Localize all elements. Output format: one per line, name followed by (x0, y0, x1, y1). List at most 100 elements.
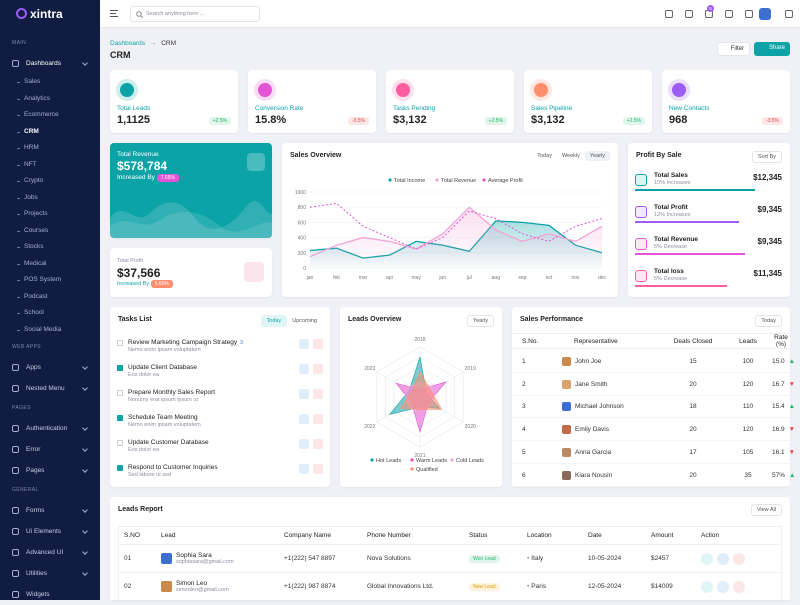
search-box[interactable]: Search anything here ... (130, 6, 260, 22)
profit-note: Increased By 5.65% (117, 280, 173, 288)
nav-subitem[interactable]: Medical (0, 256, 100, 273)
tab[interactable]: Today (260, 315, 288, 327)
nav-subitem[interactable]: Sales (0, 74, 100, 91)
breadcrumb-link[interactable]: Dashboards (110, 40, 146, 47)
item-icon (635, 174, 647, 186)
delete-button[interactable] (313, 414, 323, 424)
radar-series (399, 371, 443, 410)
nav-item[interactable]: Utilities (0, 563, 100, 584)
brand: xintra (30, 7, 63, 21)
trend-arrow: ▼ (788, 380, 796, 388)
header-icon[interactable] (665, 10, 673, 18)
edit-button[interactable] (299, 439, 309, 449)
nav-subitem[interactable]: Projects (0, 206, 100, 223)
header-icon[interactable] (685, 10, 693, 18)
header-icon[interactable] (725, 10, 733, 18)
cell-rate: 15.4 ▲ (772, 403, 795, 410)
item-name: Total Sales (654, 172, 688, 179)
header-icon[interactable] (745, 10, 753, 18)
delete-button[interactable] (313, 389, 323, 399)
breadcrumb-current: CRM (161, 40, 176, 47)
rate: 16.1 (772, 448, 785, 456)
task-checkbox[interactable] (117, 415, 123, 421)
table-row: 1 John Joe 15 100 15.0 ▲ (512, 351, 795, 373)
header-icon[interactable] (785, 10, 793, 18)
task-checkbox[interactable] (117, 365, 123, 371)
table-header: S.No. Representative Deals Closed Leads Rate… (512, 333, 790, 349)
select[interactable]: Yearly (466, 315, 494, 327)
column-header: Amount (651, 532, 674, 539)
edit-button[interactable] (299, 364, 309, 374)
share-label: Share (768, 45, 785, 51)
nav-item[interactable]: Dashboards (0, 53, 100, 74)
action-button[interactable] (701, 580, 713, 593)
nav-item[interactable]: Forms (0, 500, 100, 521)
nav-item[interactable]: Apps (0, 357, 100, 378)
nav-subitem[interactable]: Social Media (0, 322, 100, 339)
profit-badge: 5.65% (150, 280, 173, 288)
nav-item[interactable]: Advanced UI (0, 542, 100, 563)
edit-button[interactable] (299, 414, 309, 424)
tabs: Today Weekly Yearly (532, 151, 610, 161)
cell-actions (701, 552, 781, 565)
cell-company: Global Innovations Ltd. (367, 583, 434, 590)
tab[interactable]: Yearly (584, 151, 610, 161)
nav-subitem[interactable]: Analytics (0, 91, 100, 108)
nav-item[interactable]: Error (0, 439, 100, 460)
task-checkbox[interactable] (117, 390, 123, 396)
legend-label: Qualified (416, 467, 438, 473)
nav-subitem[interactable]: NFT (0, 157, 100, 174)
view-all-button[interactable]: View All (750, 504, 782, 516)
action-button[interactable] (733, 580, 745, 593)
task-sub: Sed labore ut sed (128, 472, 172, 478)
tab[interactable]: Upcoming (287, 316, 322, 326)
leads-overview-card: Leads Overview Yearly 2018 2019 2020 2021 2022… (340, 307, 502, 487)
share-button[interactable]: Share (754, 42, 790, 56)
nav-subitem[interactable]: Podcast (0, 289, 100, 306)
nav-subitem[interactable]: POS System (0, 272, 100, 289)
task-title-text: Update Customer Database (128, 439, 209, 446)
task-checkbox[interactable] (117, 340, 123, 346)
nav-subitem[interactable]: Stocks (0, 239, 100, 256)
avatar[interactable] (759, 8, 771, 20)
stat-value: 15.8% (255, 114, 287, 126)
edit-button[interactable] (299, 339, 309, 349)
task-checkbox[interactable] (117, 440, 123, 446)
tab[interactable]: Today (532, 151, 557, 161)
nav-subitem[interactable]: School (0, 305, 100, 322)
menu-toggle[interactable] (110, 10, 118, 17)
nav-item[interactable]: Ui Elements (0, 521, 100, 542)
filter-button[interactable]: Filter (717, 42, 750, 56)
card-title: Leads Report (118, 506, 163, 513)
nav-subitem[interactable]: HRM (0, 140, 100, 157)
select[interactable]: Today (755, 315, 782, 327)
delete-button[interactable] (313, 464, 323, 474)
action-button[interactable] (717, 552, 729, 565)
action-button[interactable] (717, 580, 729, 593)
tab[interactable]: Weekly (556, 151, 585, 161)
delete-button[interactable] (313, 364, 323, 374)
nav-item[interactable]: Widgets (0, 584, 100, 605)
sort-button[interactable]: Sort By (751, 151, 782, 163)
edit-button[interactable] (299, 389, 309, 399)
nav-subitem[interactable]: Jobs (0, 190, 100, 207)
item-bar (635, 189, 755, 191)
y-tick-label: 600 (298, 220, 307, 226)
delete-button[interactable] (313, 339, 323, 349)
item-icon (635, 238, 647, 250)
nav-item[interactable]: Nested Menu (0, 378, 100, 399)
nav-subitem[interactable]: Crypto (0, 173, 100, 190)
nav-subitem[interactable]: Courses (0, 223, 100, 240)
task-checkbox[interactable] (117, 465, 123, 471)
delete-button[interactable] (313, 439, 323, 449)
nav-subitem[interactable]: CRM (0, 124, 100, 141)
nav-label: Advanced UI (26, 549, 64, 556)
nav-item[interactable]: Authentication (0, 418, 100, 439)
cell-phone: +1(222) 987 8874 (284, 583, 336, 590)
action-button[interactable] (733, 552, 745, 565)
x-tick-label: sep (518, 275, 526, 281)
edit-button[interactable] (299, 464, 309, 474)
nav-subitem[interactable]: Ecommerce (0, 107, 100, 124)
action-button[interactable] (701, 552, 713, 565)
nav-item[interactable]: Pages (0, 460, 100, 481)
